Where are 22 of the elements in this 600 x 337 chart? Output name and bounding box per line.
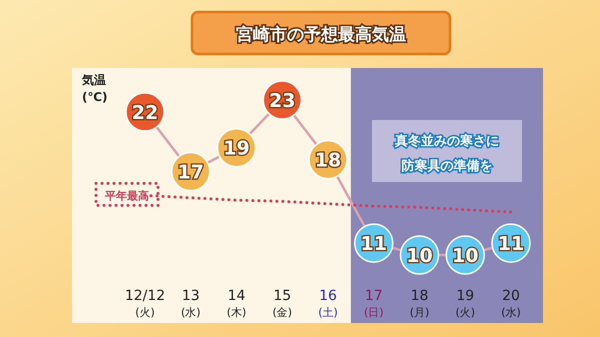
data-label: 22: [132, 102, 158, 124]
x-tick-label: 14 (木): [226, 288, 246, 319]
data-label: 10: [452, 245, 478, 267]
annotation: 真冬並みの寒さに: [394, 133, 499, 149]
data-label: 19: [223, 138, 250, 160]
x-tick-label: 13 (水): [180, 288, 201, 319]
chart-title: 宮崎市の予想最高気温: [236, 25, 406, 45]
x-tick-label: 16 (土): [318, 288, 338, 319]
data-label: 23: [269, 90, 296, 112]
annotation: 防寒具の準備を: [402, 158, 492, 174]
data-label: 11: [360, 233, 387, 256]
data-label: 11: [498, 233, 524, 256]
data-label: 18: [314, 150, 342, 172]
x-tick-label: 12/12 (火): [124, 288, 166, 319]
x-tick-label: 15 (金): [272, 288, 292, 319]
x-tick-label: 19 (火): [455, 288, 476, 319]
data-label: 10: [406, 245, 433, 267]
x-tick-label: 17 (日): [364, 288, 384, 319]
data-label: 17: [178, 162, 204, 184]
x-tick-label: 20 (水): [501, 288, 521, 319]
x-tick-label: 18 (月): [410, 288, 430, 319]
y-axis-title: 気温 (℃): [81, 73, 108, 104]
